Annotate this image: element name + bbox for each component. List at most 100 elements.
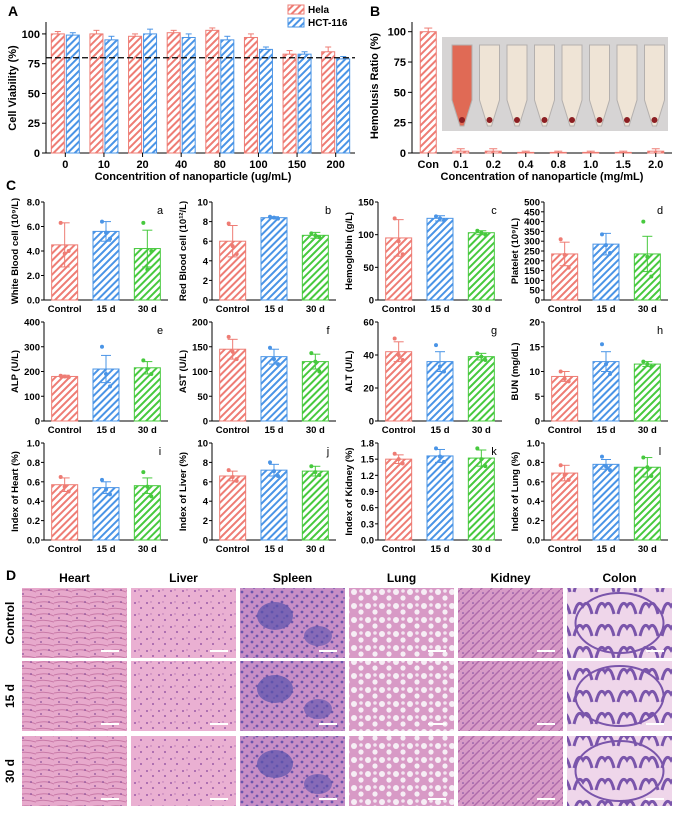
hemolysis-chart: 0 25 50 75 100 Con 0.1 0.2 0.4 0.8 1.0 1.5 2.0 (388, 22, 672, 171)
hemolysis-tubes (451, 44, 665, 127)
data-point-j (226, 468, 231, 473)
panel-letter-b: B (370, 3, 380, 19)
data-point-d (645, 254, 650, 259)
x-tick-label-h: 30 d (638, 425, 657, 436)
y-tick-label-d: 50 (529, 286, 540, 297)
y-tick-label-a: 8.0 (27, 198, 40, 209)
x-tick-label-i: 30 d (138, 544, 157, 555)
histology-image-kidney (458, 736, 563, 806)
y-axis-label-j: Index of Liver (%) (178, 452, 189, 531)
chart-a: 0.0 2.0 4.0 6.0 8.0 Control 15 d 30 d a White Blo… (10, 198, 168, 315)
histology-column-label: Heart (59, 571, 90, 585)
y-tick-label-k: 1.2 (361, 471, 374, 482)
x-tick-label-c: Control (382, 304, 416, 315)
x-tick-label-g: 15 d (430, 425, 449, 436)
chart-i: 0.0 0.2 0.4 0.6 0.8 1.0 Control 15 d 30 d i Index … (10, 439, 168, 555)
data-point-c (400, 252, 405, 257)
y-tick-label-a: 50 (28, 88, 40, 100)
histology-image-colon (567, 588, 672, 658)
data-point-b (313, 233, 318, 238)
x-tick-label-i: Control (48, 544, 82, 555)
y-tick-label-d: 400 (524, 217, 540, 228)
data-point-c (442, 218, 446, 223)
y-tick-label-c: 150 (358, 198, 374, 209)
histology-image-spleen (240, 736, 345, 806)
bar-b (419, 31, 437, 154)
bar-g (467, 356, 495, 422)
data-point-h (566, 379, 571, 384)
y-tick-label-b: 100 (388, 27, 406, 39)
data-point-j (230, 474, 235, 479)
data-point-j (309, 464, 314, 469)
y-tick-label-k: 0.9 (361, 487, 374, 498)
y-tick-label-d: 0 (535, 296, 540, 307)
data-point-f (272, 357, 276, 362)
y-tick-label-d: 300 (524, 237, 540, 248)
data-point-l (645, 465, 650, 470)
bar-j (301, 470, 329, 541)
x-tick-label-b: 0.4 (518, 159, 534, 171)
legend-label-a: HCT-116 (308, 18, 348, 29)
data-point-b (276, 216, 280, 221)
y-tick-label-k: 1.5 (361, 455, 375, 466)
data-point-b (230, 244, 235, 249)
x-tick-label-b: 15 d (264, 304, 283, 315)
data-point-a (62, 251, 67, 256)
y-tick-label-l: 0.0 (527, 536, 540, 547)
data-point-k (475, 446, 480, 451)
spleen-follicle (304, 774, 332, 794)
data-point-d (608, 250, 612, 255)
data-point-k (442, 459, 446, 464)
bar-f (260, 356, 288, 422)
data-point-k (434, 446, 438, 451)
data-point-e (145, 367, 150, 372)
y-tick-label-a: 4.0 (27, 247, 40, 258)
legend-swatch-a (287, 17, 305, 28)
subpanel-letter-d: d (657, 205, 663, 217)
chart-h: 0 5 10 15 20 Control 15 d 30 d h BUN (mg/dL) (510, 318, 668, 436)
y-tick-label-h: 0 (535, 417, 540, 428)
y-tick-label-l: 1.0 (527, 439, 540, 450)
bar-b (301, 234, 329, 301)
data-point-f (313, 359, 318, 364)
bar-a (65, 34, 80, 154)
data-point-h (641, 359, 646, 364)
histology-column-label: Colon (603, 571, 637, 585)
data-point-a (141, 220, 146, 225)
x-tick-label-a: 10 (98, 159, 110, 171)
data-point-a (58, 220, 63, 225)
data-point-e (100, 344, 104, 349)
data-point-g (396, 353, 401, 357)
data-point-g (479, 354, 484, 359)
x-tick-label-g: Control (382, 425, 416, 436)
spleen-follicle (304, 699, 332, 719)
chart-e: 0 100 200 300 400 Control 15 d 30 d e ALP (U/L) (10, 318, 168, 436)
data-point-f (230, 349, 235, 354)
data-point-f (276, 362, 280, 367)
subpanel-letter-h: h (657, 325, 663, 337)
data-point-j (268, 460, 272, 465)
data-point-d (562, 252, 567, 257)
bar-a (336, 58, 351, 154)
x-tick-label-a: 30 d (138, 304, 157, 315)
data-point-a (108, 236, 112, 241)
x-tick-label-b: Control (216, 304, 250, 315)
spleen-follicle (257, 675, 293, 703)
y-tick-label-l: 0.4 (527, 497, 541, 508)
bar-i (92, 487, 120, 541)
tube-pellet (514, 117, 520, 123)
y-tick-label-h: 20 (529, 318, 540, 329)
data-point-d (649, 274, 654, 279)
y-axis-label-a: White Blood cell (10⁹/L) (10, 198, 21, 304)
data-point-k (396, 457, 401, 462)
y-tick-label-h: 10 (529, 367, 540, 378)
bar-a (143, 33, 158, 154)
y-axis-label-d: Platelet (10⁹/L) (510, 218, 521, 284)
histology-column-label: Lung (387, 571, 416, 585)
data-point-j (276, 473, 280, 478)
bar-a (104, 39, 119, 154)
bar-a (89, 33, 104, 154)
data-point-e (58, 373, 63, 378)
y-tick-label-e: 400 (24, 318, 40, 329)
data-point-j (317, 473, 322, 478)
